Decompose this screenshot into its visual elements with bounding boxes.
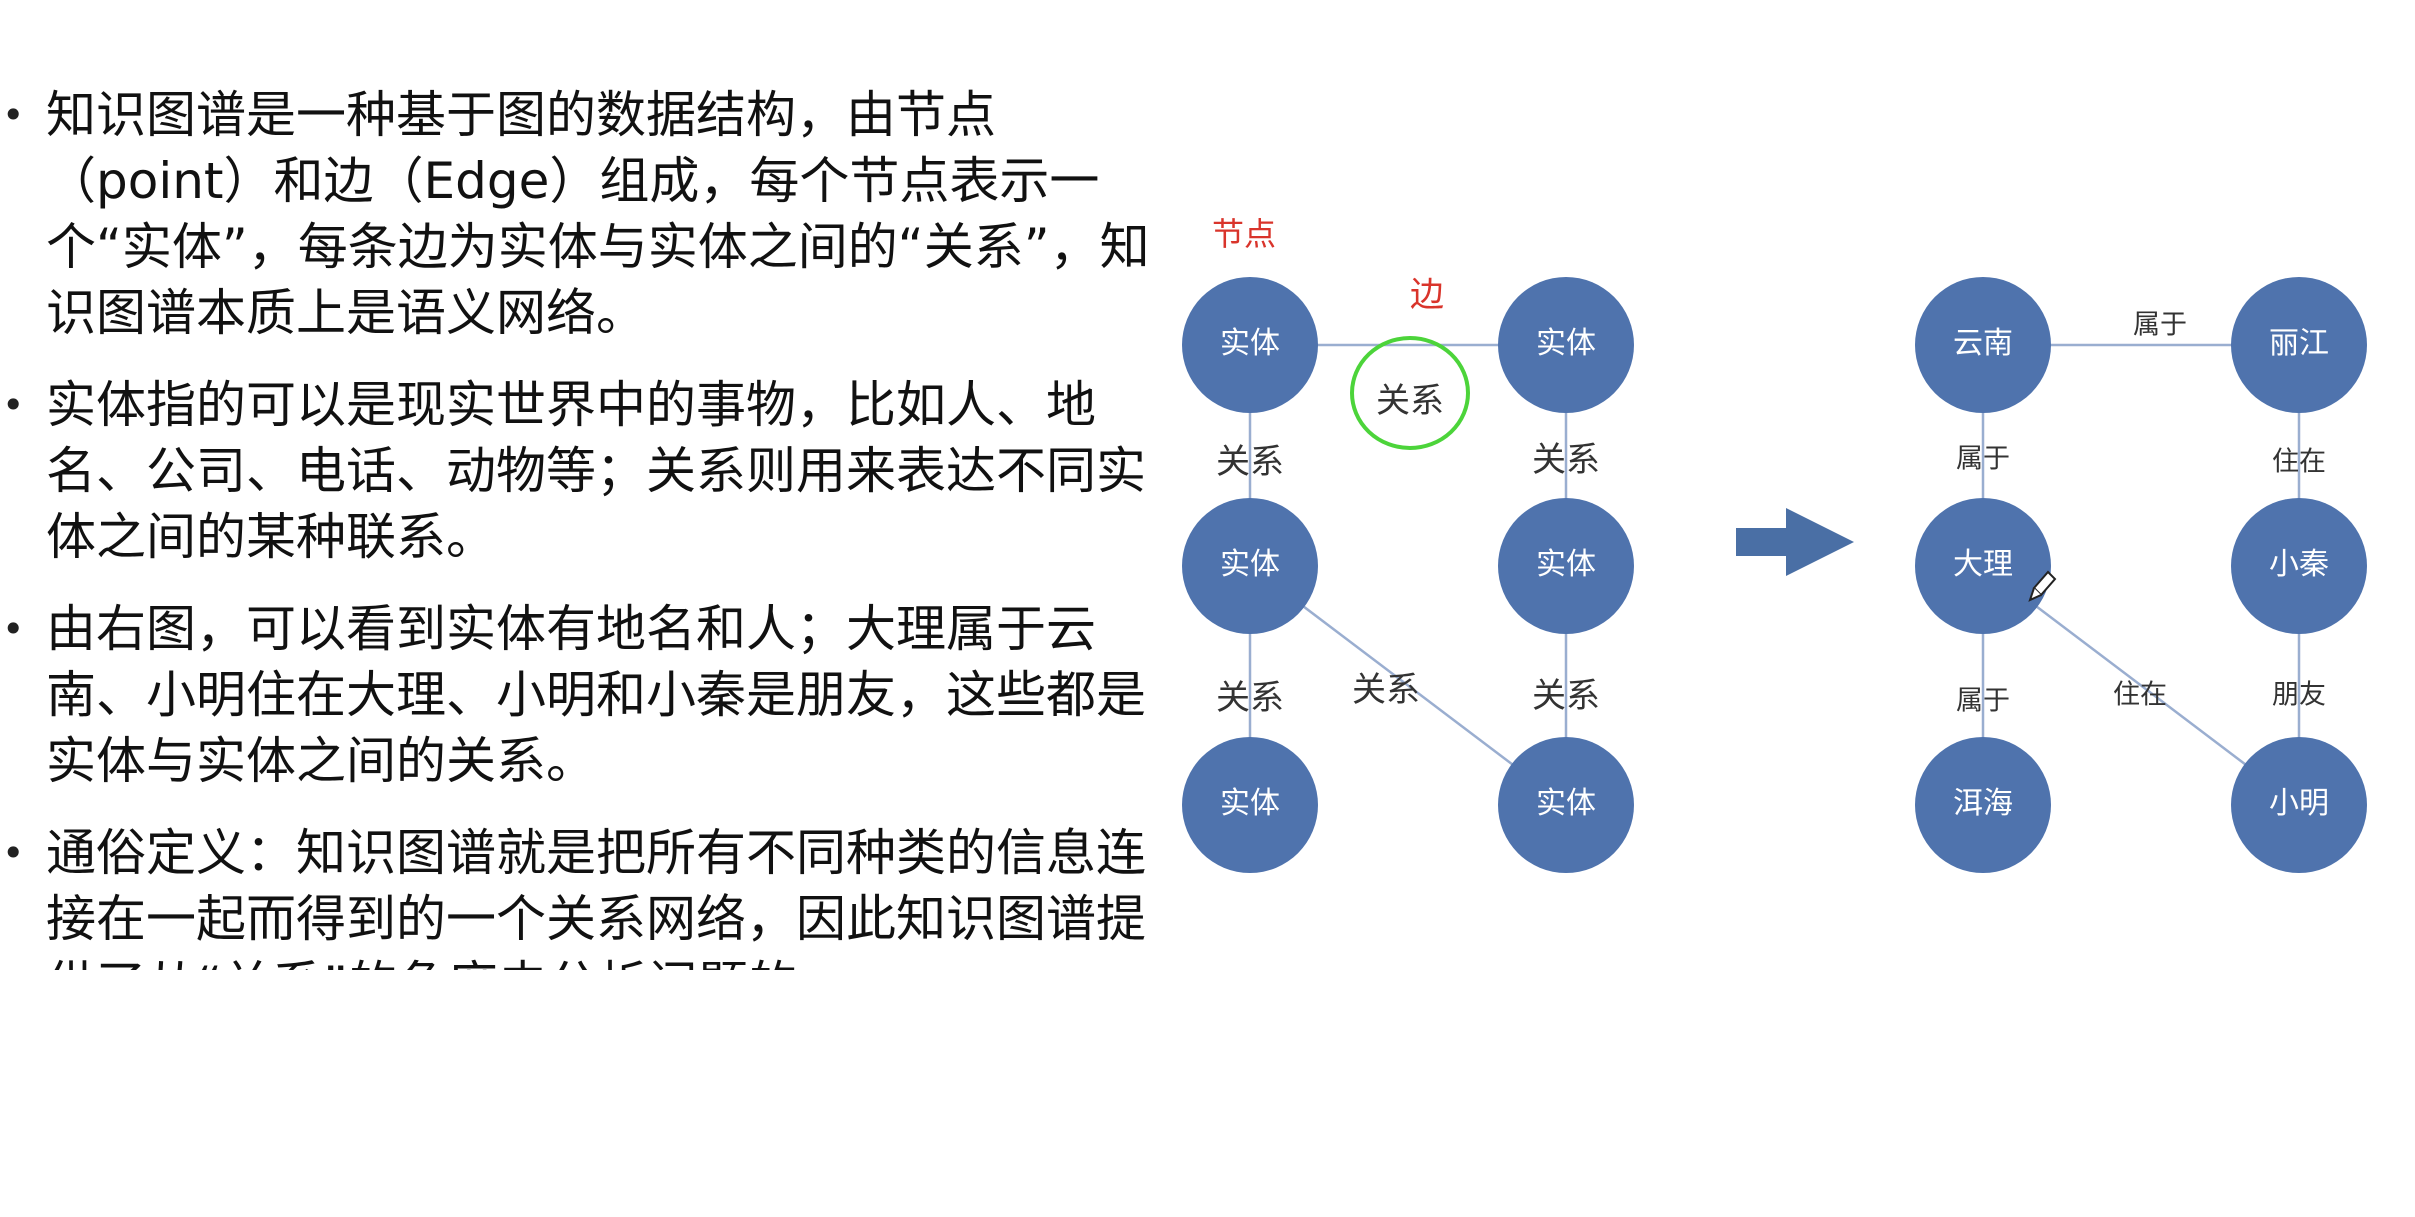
- right-graph-node: 大理: [1915, 498, 2051, 634]
- edge-caption: 边: [1410, 275, 1444, 315]
- bullet-text: 通俗定义：知识图谱就是把所有不同种类的信息连接在一起而得到的一个关系网络，因此知…: [46, 824, 1146, 970]
- right-graph-edge-label: 属于: [1956, 686, 2010, 717]
- right-graph-node-circle: [1915, 737, 2051, 873]
- right-graph-node-circle: [2231, 737, 2367, 873]
- left-graph-node-label: 实体: [1220, 786, 1280, 821]
- left-graph-node-circle: [1182, 498, 1318, 634]
- right-graph-node: 小明: [2231, 737, 2367, 873]
- left-graph-node: 实体: [1182, 277, 1318, 413]
- right-graph-node-circle: [2231, 498, 2367, 634]
- pencil-cursor-icon: [2028, 570, 2057, 602]
- left-graph-node-circle: [1182, 737, 1318, 873]
- bullet-item: • 由右图，可以看到实体有地名和人；大理属于云南、小明住在大理、小明和小秦是朋友，…: [0, 596, 1180, 794]
- left-graph-node-circle: [1498, 498, 1634, 634]
- right-graph-node-label: 小秦: [2269, 547, 2329, 582]
- left-graph-node-circle: [1498, 277, 1634, 413]
- right-graph-node-label: 小明: [2269, 786, 2329, 821]
- left-graph-node-label: 实体: [1536, 786, 1596, 821]
- left-graph-edge-label: 关系: [1532, 676, 1600, 716]
- left-graph-node: 实体: [1498, 277, 1634, 413]
- right-graph-node: 云南: [1915, 277, 2051, 413]
- left-graph-edge-label: 关系: [1216, 442, 1284, 482]
- right-graph-node-circle: [2231, 277, 2367, 413]
- left-graph-edge-label: 关系: [1216, 678, 1284, 718]
- bullet-text: 知识图谱是一种基于图的数据结构，由节点（point）和边（Edge）组成，每个节…: [46, 86, 1150, 342]
- right-graph-node-label: 洱海: [1953, 786, 2013, 821]
- right-graph-node: 丽江: [2231, 277, 2367, 413]
- node-caption: 节点: [1212, 215, 1276, 253]
- left-graph-node: 实体: [1182, 498, 1318, 634]
- left-graph-node-circle: [1182, 277, 1318, 413]
- right-graph-edge-label: 住在: [2272, 447, 2326, 478]
- right-graph-node: 洱海: [1915, 737, 2051, 873]
- bullet-dot-icon: •: [2, 831, 25, 875]
- left-graph-node-circle: [1498, 737, 1634, 873]
- right-graph-node-label: 云南: [1953, 326, 2013, 361]
- left-graph-node-label: 实体: [1536, 547, 1596, 582]
- right-graph-node-circle: [1915, 498, 2051, 634]
- right-graph-node-circle: [1915, 277, 2051, 413]
- right-graph-node-label: 大理: [1953, 547, 2013, 582]
- highlight-circle: [1350, 336, 1470, 450]
- bullet-item: • 知识图谱是一种基于图的数据结构，由节点（point）和边（Edge）组成，每个…: [0, 82, 1180, 346]
- left-graph-node: 实体: [1498, 498, 1634, 634]
- bullet-item: • 实体指的可以是现实世界中的事物，比如人、地名、公司、电话、动物等；关系则用来表…: [0, 372, 1180, 570]
- bullet-dot-icon: •: [2, 383, 25, 427]
- right-graph-edge-label: 朋友: [2272, 680, 2326, 711]
- bullet-item: • 通俗定义：知识图谱就是把所有不同种类的信息连接在一起而得到的一个关系网络，因此…: [0, 820, 1180, 970]
- left-graph-edge-label: 关系: [1376, 381, 1444, 421]
- left-graph-edge-label: 关系: [1532, 440, 1600, 480]
- left-graph-node-label: 实体: [1536, 326, 1596, 361]
- left-graph-node-label: 实体: [1220, 326, 1280, 361]
- left-graph-node-label: 实体: [1220, 547, 1280, 582]
- right-graph-edge-label: 属于: [1956, 444, 2010, 475]
- knowledge-graph-diagram: 实体 实体 实体 实体 实体 实体 关系 关系 关系 关系 关系 关系 节点 边 云南 丽江 大理 小秦洱…: [1168, 190, 2415, 910]
- left-graph-node: 实体: [1498, 737, 1634, 873]
- bullet-dot-icon: •: [2, 93, 25, 137]
- right-arrow-icon: [1736, 508, 1854, 576]
- bullet-dot-icon: •: [2, 607, 25, 651]
- right-graph-node: 小秦: [2231, 498, 2367, 634]
- right-graph-edge-label: 住在: [2113, 680, 2167, 711]
- right-graph-node-label: 丽江: [2269, 326, 2329, 361]
- bullet-text: 由右图，可以看到实体有地名和人；大理属于云南、小明住在大理、小明和小秦是朋友，这…: [46, 600, 1146, 790]
- right-graph-edge-label: 属于: [2133, 310, 2187, 341]
- bullet-text: 实体指的可以是现实世界中的事物，比如人、地名、公司、电话、动物等；关系则用来表达…: [46, 376, 1146, 566]
- bullet-list: • 知识图谱是一种基于图的数据结构，由节点（point）和边（Edge）组成，每个…: [0, 82, 1180, 970]
- left-graph-edge-label: 关系: [1352, 670, 1420, 710]
- left-graph-node: 实体: [1182, 737, 1318, 873]
